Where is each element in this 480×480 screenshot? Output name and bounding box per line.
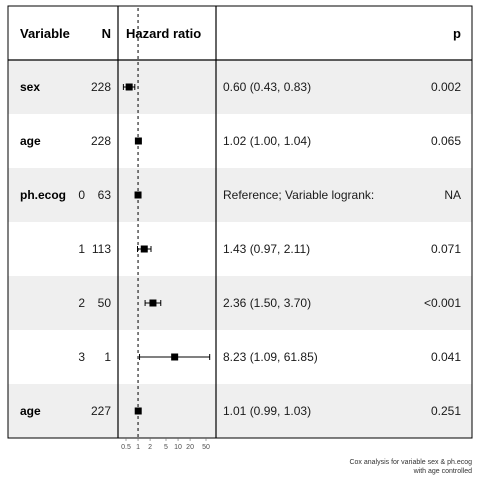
row-backgrounds [8, 60, 472, 438]
point-estimate [134, 191, 142, 199]
row-estimate: 0.60 (0.43, 0.83) [223, 80, 311, 94]
row-n: 113 [92, 242, 111, 256]
row-estimate: 8.23 (1.09, 61.85) [223, 350, 318, 364]
table-border [7, 5, 473, 439]
row-variable: age [20, 134, 41, 148]
header-p: p [453, 26, 461, 41]
row-p-value: 0.041 [431, 350, 461, 364]
caption-line-2: with age controlled [413, 468, 472, 475]
row-p-value: 0.251 [431, 404, 461, 418]
row-estimate: 1.43 (0.97, 2.11) [223, 242, 310, 256]
row-estimate: Reference; Variable logrank: [223, 188, 374, 202]
row-p-value: 0.002 [431, 80, 461, 94]
row-estimate: 2.36 (1.50, 3.70) [223, 296, 311, 310]
table-row: sex 228 0.60 (0.43, 0.83) 0.002 [20, 80, 461, 94]
x-tick-label: 0.5 [121, 444, 131, 451]
point-estimate [149, 299, 157, 307]
row-p-value: 0.065 [431, 134, 461, 148]
row-level: 2 [78, 296, 85, 310]
row-shading [8, 276, 472, 330]
header-hazard-ratio: Hazard ratio [126, 26, 201, 41]
row-p-value: 0.071 [431, 242, 461, 256]
row-p-value: <0.001 [424, 296, 461, 310]
x-tick-label: 20 [186, 444, 194, 451]
x-tick-label: 1 [136, 444, 140, 451]
row-shading [8, 60, 472, 114]
row-estimate: 1.01 (0.99, 1.03) [223, 404, 311, 418]
row-n: 1 [104, 350, 111, 364]
point-estimate [171, 353, 179, 361]
table-rows: sex 228 0.60 (0.43, 0.83) 0.002 age 228 1.02 (… [20, 80, 461, 418]
row-variable: ph.ecog [20, 188, 66, 202]
header-variable: Variable [20, 26, 70, 41]
row-variable: age [20, 404, 41, 418]
row-p-value: NA [444, 188, 461, 202]
table-row: 3 1 8.23 (1.09, 61.85) 0.041 [78, 350, 461, 364]
row-level: 1 [78, 242, 85, 256]
header-n: N [102, 26, 111, 41]
row-shading [8, 384, 472, 438]
table-row: 2 50 2.36 (1.50, 3.70) <0.001 [78, 296, 461, 310]
row-n: 50 [98, 296, 112, 310]
table-row: age 227 1.01 (0.99, 1.03) 0.251 [20, 404, 461, 418]
x-axis: 0.5 1 2 5 10 20 50 [121, 438, 210, 451]
row-shading [8, 168, 472, 222]
point-estimate [134, 137, 142, 145]
point-estimate [134, 407, 142, 415]
row-n: 228 [91, 134, 111, 148]
row-level: 0 [78, 188, 85, 202]
row-level: 3 [78, 350, 85, 364]
point-estimate [140, 245, 148, 253]
table-row: 1 113 1.43 (0.97, 2.11) 0.071 [78, 242, 461, 256]
point-estimate [125, 83, 133, 91]
x-tick-label: 50 [202, 444, 210, 451]
row-estimate: 1.02 (1.00, 1.04) [223, 134, 311, 148]
row-n: 63 [98, 188, 112, 202]
x-tick-label: 10 [174, 444, 182, 451]
plot-frame [7, 5, 473, 439]
row-variable: sex [20, 80, 40, 94]
row-n: 228 [91, 80, 111, 94]
x-tick-label: 2 [148, 444, 152, 451]
table-row: age 228 1.02 (1.00, 1.04) 0.065 [20, 134, 461, 148]
table-row: ph.ecog 0 63 Reference; Variable logrank: NA [20, 188, 461, 202]
x-tick-label: 5 [164, 444, 168, 451]
caption-line-1: Cox analysis for variable sex & ph.ecog [349, 459, 472, 466]
row-n: 227 [91, 404, 111, 418]
